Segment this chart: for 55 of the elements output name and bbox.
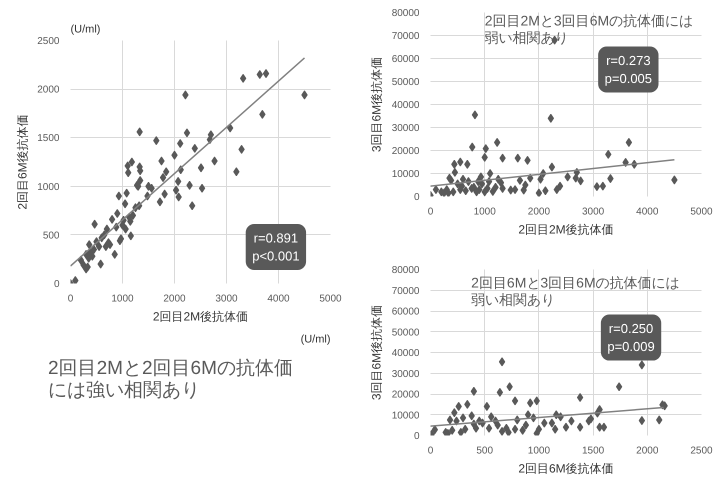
y-tick-label: 50000	[392, 77, 420, 88]
y-tick-label: 10000	[392, 169, 420, 180]
y-tick-label: 20000	[392, 390, 420, 400]
x-tick-label: 2000	[636, 446, 659, 456]
x-tick-label: 0	[428, 446, 434, 456]
text: (U/ml)	[300, 334, 331, 346]
x-tick-label: 4000	[267, 294, 290, 304]
y-tick-label: 40000	[392, 348, 420, 359]
x-tick-label: 1500	[582, 446, 605, 456]
y-tick-label: 70000	[392, 286, 420, 297]
x-tick-label: 1000	[528, 446, 550, 456]
x-tick-label: 2500	[690, 446, 714, 456]
x-axis-title: 2回目2M後抗体価	[518, 222, 614, 236]
y-tick-label: 0	[414, 431, 420, 442]
x-axis-title: 2回目6M後抗体価	[518, 462, 614, 476]
y-tick-label: 1500	[37, 133, 60, 144]
x-tick-label: 1000	[474, 206, 496, 218]
text: (U/ml)	[70, 24, 100, 36]
x-tick-label: 4000	[636, 206, 659, 218]
y-axis-title: 3回目6M後抗体価	[370, 56, 384, 152]
y-tick-label: 80000	[392, 265, 420, 276]
y-tick-label: 20000	[392, 146, 420, 157]
y-tick-label: 500	[42, 230, 60, 242]
y-tick-label: 80000	[392, 8, 420, 19]
x-tick-label: 5000	[319, 294, 342, 304]
x-tick-label: 1000	[111, 294, 134, 304]
y-tick-label: 60000	[392, 54, 420, 65]
x-tick-label: 0	[428, 206, 434, 218]
y-tick-label: 70000	[392, 31, 420, 42]
y-tick-label: 2500	[37, 36, 60, 47]
x-axis-title: 2回目2M後抗体価	[152, 310, 248, 324]
x-tick-label: 3000	[215, 294, 238, 304]
y-tick-label: 1000	[37, 182, 60, 193]
annotation: r=0.273 p=0.005	[604, 53, 652, 86]
x-tick-label: 3000	[582, 206, 605, 218]
annotation: r=0.250 p=0.009	[607, 321, 655, 354]
y-tick-label: 0	[414, 192, 420, 203]
annotation: r=0.891 p<0.001	[252, 230, 300, 264]
x-tick-label: 2000	[163, 294, 186, 304]
y-tick-label: 30000	[392, 368, 420, 380]
text: 2回目2Mと2回目6Mの抗体価には強い相関あり	[48, 358, 294, 402]
x-tick-label: 0	[68, 294, 74, 304]
y-tick-label: 0	[54, 279, 60, 290]
text: 2回目6Mと3回目6Mの抗体価には弱い相関あり	[471, 274, 680, 308]
y-tick-label: 2000	[37, 84, 60, 96]
x-tick-label: 5000	[690, 206, 714, 218]
x-tick-label: 2000	[528, 206, 550, 218]
y-axis-title: 2回目6M後抗体価	[15, 114, 30, 210]
y-tick-label: 40000	[392, 100, 420, 111]
y-tick-label: 30000	[392, 123, 420, 134]
x-tick-label: 500	[476, 446, 494, 456]
y-axis-title: 3回目6M後抗体価	[370, 304, 384, 400]
y-tick-label: 10000	[392, 410, 420, 422]
y-tick-label: 50000	[392, 327, 420, 338]
y-tick-label: 60000	[392, 306, 420, 318]
